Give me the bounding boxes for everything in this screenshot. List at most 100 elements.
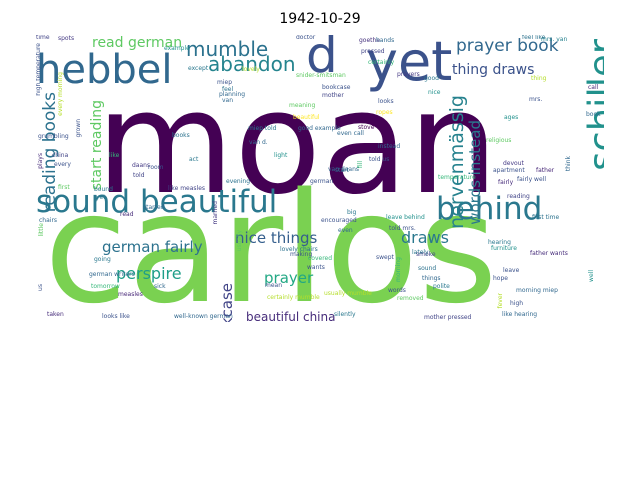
word-van: van: [222, 97, 234, 104]
word-evening: evening: [226, 178, 251, 185]
word-act: act: [189, 156, 199, 163]
word-grown: grown: [75, 119, 82, 138]
word-carlos: carlos: [44, 160, 498, 323]
word-told: told: [133, 172, 145, 179]
word-morning: morning: [395, 257, 402, 282]
word-planning: planning: [219, 91, 246, 98]
word-like-measles: like measles: [168, 185, 206, 192]
word-instead: instead: [378, 143, 401, 150]
word-well: well: [588, 270, 595, 282]
word-sound-beautiful: sound beautiful: [36, 184, 278, 220]
word-removed: removed: [397, 295, 424, 302]
word-room: room: [148, 164, 164, 171]
word-behind: behind: [436, 191, 543, 227]
word-mother-pressed: mother pressed: [424, 314, 472, 321]
word-devout: devout: [503, 160, 524, 167]
word-smoke: smoke: [416, 251, 436, 258]
word-reading: reading: [507, 193, 530, 200]
word-father-wants: father wants: [530, 250, 568, 257]
word-even: even: [338, 227, 353, 234]
word-told-mrs: told mrs.: [389, 225, 416, 232]
word-measles: measles: [118, 291, 143, 298]
word-call: call: [588, 84, 599, 91]
word-book: book: [586, 111, 601, 118]
word-bound: bound: [94, 186, 113, 193]
word-meaning: meaning: [289, 102, 316, 109]
word-nice-things: nice things: [235, 229, 318, 247]
word-making: making: [290, 251, 313, 258]
word-bookcase: bookcase: [322, 84, 351, 91]
word-fever: fever: [497, 293, 504, 309]
word-married: married: [212, 201, 219, 225]
word-even-call: even call: [337, 130, 364, 137]
word-temperature: temperature: [438, 174, 476, 181]
word-usually-mumble: usually mumble: [324, 290, 372, 297]
word-first-time: first time: [532, 214, 560, 221]
word-lovely-chairs: lovely chairs: [280, 246, 318, 253]
word-things: things: [422, 275, 441, 282]
word-van-d: van d.: [249, 139, 268, 146]
word-every-morning: every morning: [57, 72, 64, 116]
word-mean: mean: [265, 282, 283, 289]
word-yet: yet: [96, 194, 106, 201]
word-well-known-german: well-known german: [174, 313, 233, 320]
word-morning-miep: morning miep: [516, 287, 558, 294]
word-lovely: lovely: [242, 66, 260, 73]
word-nervenmässig: nervenmässig: [446, 95, 468, 229]
word-mrs: mrs.: [529, 96, 543, 103]
word-covered: covered: [308, 255, 333, 262]
word-every: every: [54, 161, 71, 168]
word-feel: feel: [222, 86, 234, 93]
word-father: father: [536, 167, 555, 174]
word-read: read: [120, 211, 134, 218]
word-daans: daans: [132, 162, 151, 169]
word-fairly: fairly: [498, 179, 514, 186]
word-good: good: [424, 75, 439, 82]
word-hope: hope: [493, 275, 508, 282]
word-read-german: read german: [92, 35, 183, 51]
word-nice: nice: [428, 89, 441, 96]
word-leave-behind: leave behind: [386, 214, 425, 221]
word-swept: swept: [376, 254, 394, 261]
word-words: words: [388, 287, 406, 294]
word-little: little: [38, 223, 45, 237]
word-abandon: abandon: [208, 52, 296, 76]
word-doctor: doctor: [296, 35, 316, 41]
word-cloud: moan carlos sound beautiful yet hebbel d behin…: [36, 35, 604, 322]
word-think: think: [565, 156, 572, 172]
word-mother: mother: [322, 92, 344, 99]
word-usually: usually: [236, 230, 243, 252]
word-certainly-mumble: certainly mumble: [267, 294, 320, 301]
word-miep-told: miep told: [248, 125, 277, 132]
word-wants: wants: [307, 264, 325, 271]
word-books: books: [172, 132, 190, 139]
word-religious: religious: [486, 137, 512, 144]
word-prayers: prayers: [397, 71, 420, 78]
word-schiller: schiller: [581, 39, 604, 171]
word-words-instead: words instead: [466, 120, 484, 225]
word-d: d: [306, 35, 338, 84]
word-stove: stove: [358, 124, 375, 131]
word-start-reading: start reading: [89, 100, 105, 191]
word-ropes: ropes: [376, 109, 393, 116]
word-time: time: [36, 35, 50, 41]
word-start: start: [335, 167, 349, 174]
word-ages: ages: [504, 114, 519, 121]
word-leave: leave: [503, 267, 520, 274]
word-thing-draws: thing draws: [452, 62, 535, 78]
word-plays: plays: [37, 153, 44, 169]
word-sick: sick: [154, 283, 166, 290]
word-goethe: goethe: [359, 37, 381, 44]
word-going: going: [94, 256, 111, 263]
word-silently: silently: [334, 311, 356, 318]
word-started: started: [143, 204, 165, 211]
word-moan: moan: [96, 61, 499, 226]
word-looks-like: looks like: [102, 313, 130, 320]
word-grumbling: grumbling: [38, 133, 69, 140]
word-told-us: told us: [369, 156, 390, 163]
word-like: like: [109, 152, 120, 159]
word-good-example: good example: [298, 125, 341, 132]
word-tomorrow: tomorrow: [91, 283, 120, 290]
word-lately: lately: [412, 249, 429, 256]
word-encouraged: encouraged: [321, 217, 357, 224]
